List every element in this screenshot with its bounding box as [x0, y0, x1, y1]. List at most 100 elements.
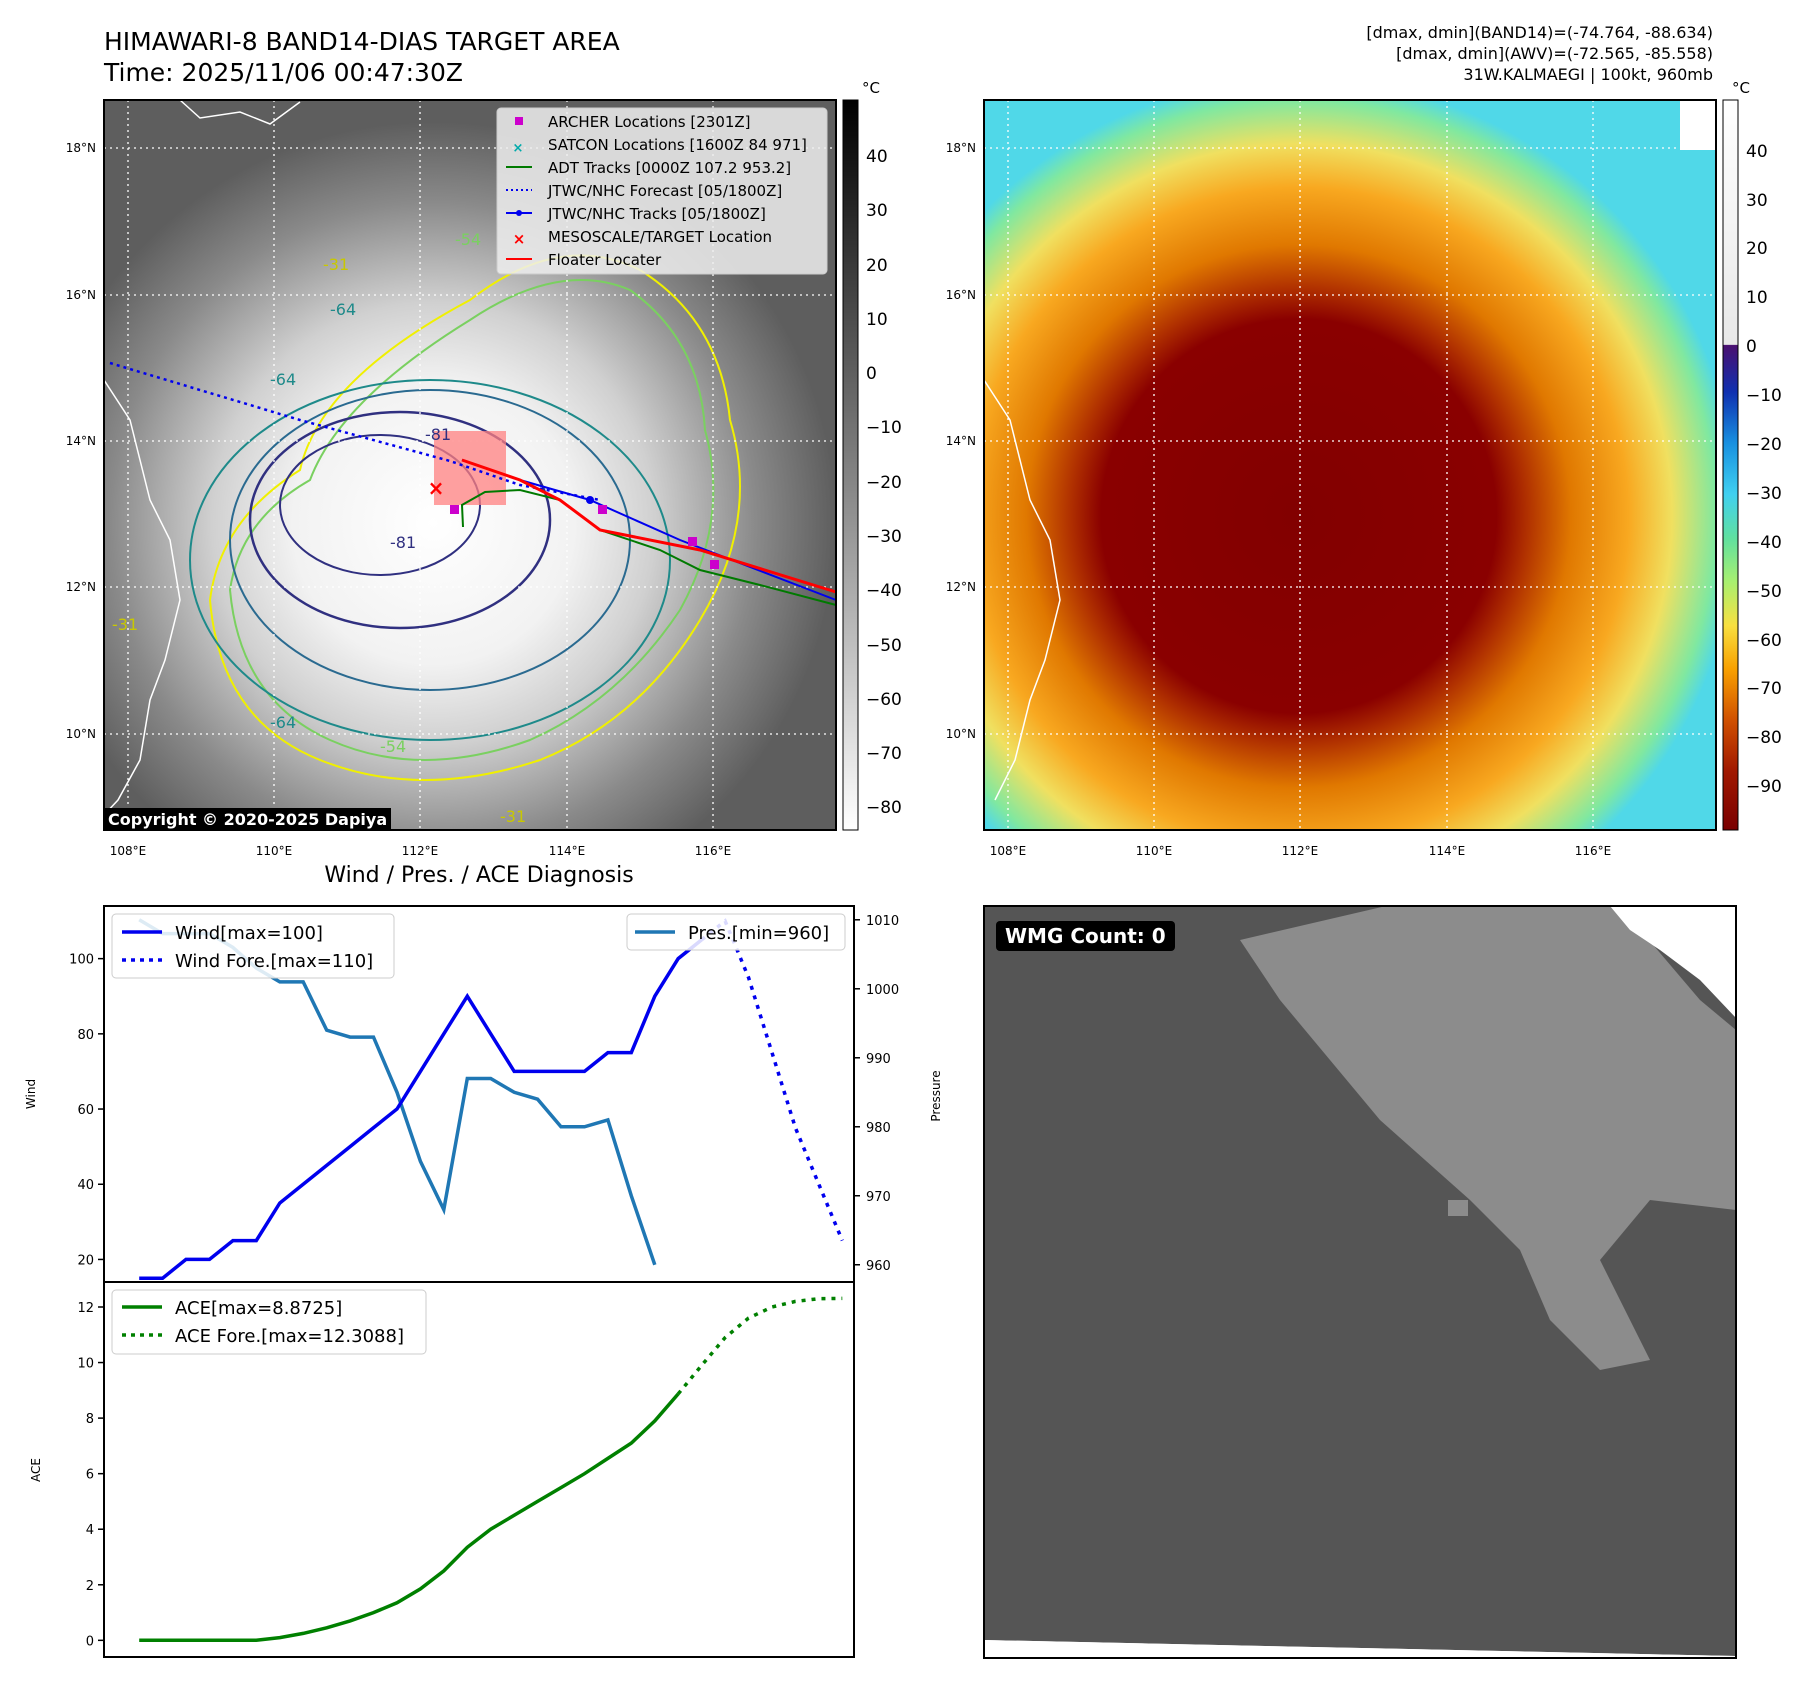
lon-tick-label: 112°E — [1282, 844, 1319, 858]
lon-tick-label: 112°E — [402, 844, 439, 858]
contour-label: -64 — [270, 713, 296, 732]
archer-marker — [450, 505, 459, 514]
ace-tick-label: 2 — [86, 1579, 94, 1594]
awv-map-frame — [983, 99, 1717, 831]
awv-colorbar-tick: −20 — [1746, 435, 1782, 455]
lat-tick-label: 12°N — [946, 580, 976, 594]
legend-label: ADT Tracks [0000Z 107.2 953.2] — [548, 159, 791, 177]
ace-ticks: 0 2 4 6 8 10 12 — [77, 1301, 104, 1649]
contour-navy — [248, 410, 552, 630]
ace-tick-label: 0 — [86, 1634, 94, 1649]
ir-colorbar-tick: 10 — [866, 310, 888, 330]
ir-colorbar-tick: −50 — [866, 636, 902, 656]
awv-map-imagery — [984, 100, 1716, 830]
awv-colorbar-tick: −10 — [1746, 386, 1782, 406]
legend-label: MESOSCALE/TARGET Location — [548, 228, 772, 246]
lat-tick-label: 18°N — [946, 141, 976, 155]
contour-teal — [189, 379, 671, 741]
awv-colorbar-tick: −70 — [1746, 679, 1782, 699]
wind-tick-label: 60 — [77, 1103, 94, 1118]
ir-colorbar-tick: 40 — [866, 147, 888, 167]
wind-pressure-chart: Wind Pressure 20 40 60 80 100 960 970 980 990 10… — [24, 905, 943, 1283]
ir-colorbar-tick: −70 — [866, 744, 902, 764]
ace-tick-label: 10 — [77, 1357, 94, 1372]
awv-colorbar-unit: °C — [1732, 79, 1750, 97]
wind-legend-label: Wind Fore.[max=110] — [175, 951, 373, 972]
ir-colorbar-tick: −20 — [866, 473, 902, 493]
ir-colorbar-tick: 20 — [866, 256, 888, 276]
pressure-tick-label: 990 — [866, 1052, 891, 1067]
ir-colorbar-tick: 30 — [866, 201, 888, 221]
wmg-light-patch — [1305, 950, 1375, 980]
legend-label: SATCON Locations [1600Z 84 971] — [548, 136, 807, 154]
awv-colorbar-tick: 40 — [1746, 142, 1768, 162]
ir-colorbar-tick: −30 — [866, 527, 902, 547]
lon-tick-label: 110°E — [1136, 844, 1173, 858]
awv-no-data-corner — [1680, 100, 1716, 150]
pressure-tick-label: 980 — [866, 1121, 891, 1136]
ace-lines — [139, 1296, 843, 1643]
awv-lat-tick-labels: 18°N 16°N 14°N 12°N 10°N — [946, 141, 976, 741]
wind-tick-label: 20 — [77, 1253, 94, 1268]
pressure-axis-label: Pressure — [929, 1070, 943, 1121]
contour-label: -31 — [500, 807, 526, 826]
lat-tick-label: 14°N — [946, 434, 976, 448]
awv-map-panel: 108°E 110°E 112°E 114°E 116°E 18°N 16°N … — [946, 79, 1782, 858]
awv-colorbar-ticks: 40 30 20 10 0 −10 −20 −30 −40 −50 −60 −7… — [1746, 142, 1782, 797]
wmg-panel — [983, 905, 1737, 1660]
legend-label: Floater Locater — [548, 251, 662, 269]
ir-lat-tick-labels: 18°N 16°N 14°N 12°N 10°N — [66, 141, 96, 741]
lon-tick-label: 108°E — [990, 844, 1027, 858]
awv-colorbar-tick: −90 — [1746, 777, 1782, 797]
target-area-box — [434, 431, 506, 505]
legend-square-marker-icon — [515, 117, 523, 125]
contour-label: -54 — [380, 737, 406, 756]
awv-colorbar — [1722, 99, 1739, 831]
ir-colorbar — [842, 99, 859, 831]
awv-colorbar-tick: 0 — [1746, 337, 1757, 357]
ace-forecast-series-line — [676, 1296, 843, 1396]
ir-colorbar-tick: −40 — [866, 581, 902, 601]
lon-tick-label: 116°E — [1575, 844, 1612, 858]
awv-colorbar-tick: −60 — [1746, 631, 1782, 651]
ir-lon-tick-labels: 108°E 110°E 112°E 114°E 116°E — [110, 844, 732, 858]
pressure-tick-label: 960 — [866, 1259, 891, 1274]
storm-info: [dmax, dmin](BAND14)=(-74.764, -88.634) … — [1366, 22, 1713, 85]
wmg-count-badge: WMG Count: 0 — [996, 921, 1175, 951]
contour-label: -64 — [270, 370, 296, 389]
wind-legend: Wind[max=100] Wind Fore.[max=110] — [111, 913, 395, 979]
awv-colorbar-tick: −50 — [1746, 582, 1782, 602]
ace-legend: ACE[max=8.8725] ACE Fore.[max=12.3088] — [111, 1289, 427, 1355]
info-line-3: 31W.KALMAEGI | 100kt, 960mb — [1463, 65, 1713, 84]
ir-map-frame — [103, 99, 837, 831]
wind-tick-label: 80 — [77, 1028, 94, 1043]
pressure-legend-box — [626, 913, 846, 951]
contour-label-group: -81 -81 -64 -64 -64 -54 -54 -31 -31 -31 — [112, 230, 526, 826]
contour-label: -64 — [330, 300, 356, 319]
ir-colorbar-unit: °C — [862, 79, 880, 97]
ir-colorbar-tick: −10 — [866, 418, 902, 438]
wind-series-line — [139, 938, 703, 1280]
ace-chart: ACE 0 2 4 6 8 10 12 ACE[max=8.8725] ACE Fore.[… — [29, 1281, 855, 1658]
jtwc-track-point — [586, 496, 594, 504]
map-legend-box — [496, 107, 828, 275]
ir-colorbar-tick: −80 — [866, 798, 902, 818]
wmg-light-patch — [1448, 1200, 1468, 1216]
coastline — [983, 379, 1061, 801]
wind-tick-label: 100 — [69, 953, 94, 968]
wind-axis-label: Wind — [24, 1079, 38, 1109]
legend-dot-marker — [516, 210, 522, 216]
awv-colorbar-tick: −30 — [1746, 484, 1782, 504]
info-line-2: [dmax, dmin](AWV)=(-72.565, -85.558) — [1396, 44, 1713, 63]
awv-colorbar-tick: −80 — [1746, 728, 1782, 748]
diagnosis-title: Wind / Pres. / ACE Diagnosis — [324, 863, 634, 888]
archer-marker — [710, 560, 719, 569]
wmg-no-data-bottom — [984, 1640, 1736, 1660]
ace-tick-label: 12 — [77, 1301, 94, 1316]
lat-tick-label: 16°N — [946, 288, 976, 302]
awv-colorbar-tick: 10 — [1746, 288, 1768, 308]
lat-tick-label: 10°N — [66, 727, 96, 741]
contour-label: -31 — [112, 615, 138, 634]
archer-marker — [688, 537, 697, 546]
